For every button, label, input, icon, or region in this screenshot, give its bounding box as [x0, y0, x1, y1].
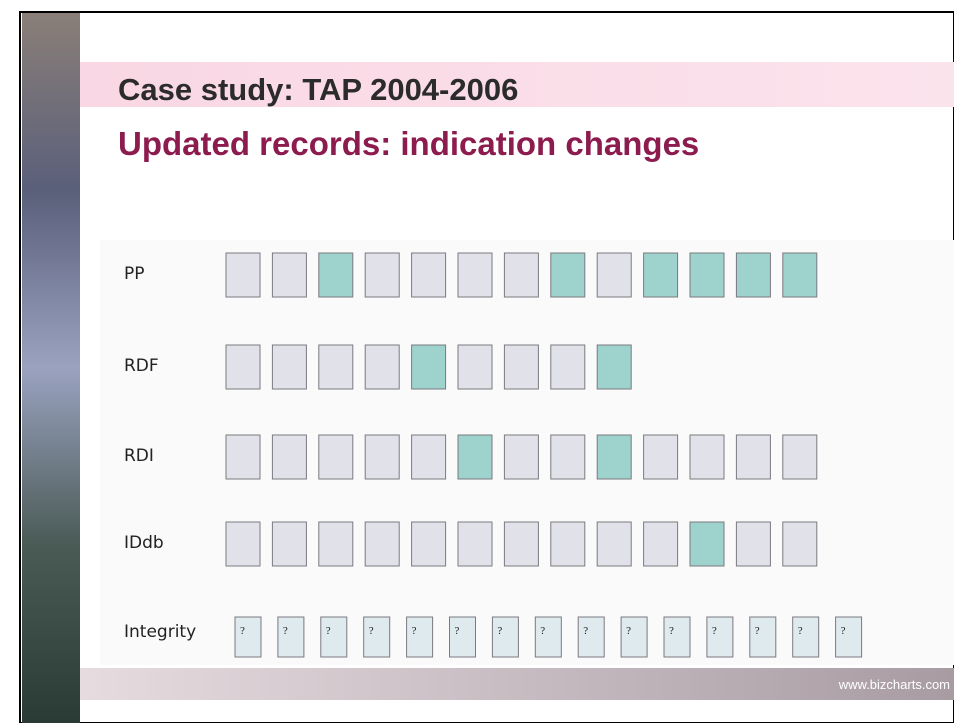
integrity-box [578, 617, 604, 657]
integrity-box [492, 617, 518, 657]
record-box [644, 522, 678, 566]
row-label: RDI [124, 446, 154, 466]
integrity-mark: ? [798, 625, 803, 637]
subtitle: Updated records: indication changes [118, 125, 699, 162]
record-box [504, 435, 538, 479]
record-box [551, 522, 585, 566]
record-box [365, 435, 399, 479]
integrity-mark: ? [369, 625, 374, 637]
integrity-box [235, 617, 261, 657]
integrity-box [750, 617, 776, 657]
integrity-mark: ? [712, 625, 717, 637]
record-box [736, 522, 770, 566]
record-box [412, 345, 446, 389]
record-box [690, 253, 724, 297]
record-box [272, 345, 306, 389]
record-box [504, 345, 538, 389]
slide: Case study: TAP 2004-2006 Updated record… [0, 0, 954, 723]
record-box [504, 522, 538, 566]
record-box [736, 435, 770, 479]
integrity-mark: ? [283, 625, 288, 637]
record-box [644, 253, 678, 297]
record-box [597, 345, 631, 389]
record-box [736, 253, 770, 297]
record-box [551, 345, 585, 389]
integrity-box [407, 617, 433, 657]
record-box [412, 435, 446, 479]
integrity-mark: ? [755, 625, 760, 637]
record-box [365, 522, 399, 566]
record-box [319, 435, 353, 479]
record-box [597, 522, 631, 566]
record-box [319, 522, 353, 566]
side-image [22, 13, 80, 723]
row-label: Integrity [124, 622, 196, 642]
record-box [412, 522, 446, 566]
record-box [690, 435, 724, 479]
integrity-mark: ? [626, 625, 631, 637]
integrity-mark: ? [240, 625, 245, 637]
integrity-mark: ? [497, 625, 502, 637]
record-box [412, 253, 446, 297]
title: Case study: TAP 2004-2006 [118, 72, 518, 107]
record-box [783, 435, 817, 479]
row-label: PP [124, 264, 145, 284]
integrity-box [535, 617, 561, 657]
integrity-box [321, 617, 347, 657]
integrity-mark: ? [326, 625, 331, 637]
record-box [597, 253, 631, 297]
record-box [504, 253, 538, 297]
record-box [272, 253, 306, 297]
integrity-box [707, 617, 733, 657]
integrity-mark: ? [669, 625, 674, 637]
record-box [644, 435, 678, 479]
integrity-mark: ? [412, 625, 417, 637]
integrity-box [621, 617, 647, 657]
record-box [226, 253, 260, 297]
record-box [783, 522, 817, 566]
footer: www.bizcharts.com [838, 677, 950, 692]
record-box [319, 345, 353, 389]
integrity-box [450, 617, 476, 657]
record-box [226, 435, 260, 479]
record-box [458, 345, 492, 389]
record-box [597, 435, 631, 479]
integrity-box [278, 617, 304, 657]
integrity-mark: ? [540, 625, 545, 637]
record-box [226, 522, 260, 566]
record-box [319, 253, 353, 297]
integrity-box [836, 617, 862, 657]
record-box [458, 435, 492, 479]
integrity-mark: ? [455, 625, 460, 637]
integrity-mark: ? [583, 625, 588, 637]
page: Case study: TAP 2004-2006 Updated record… [0, 0, 954, 723]
integrity-box [664, 617, 690, 657]
record-box [365, 253, 399, 297]
row-label: IDdb [124, 533, 164, 553]
record-box [272, 435, 306, 479]
integrity-box [793, 617, 819, 657]
footer-band [80, 668, 954, 700]
integrity-box [364, 617, 390, 657]
record-box [551, 435, 585, 479]
record-box [365, 345, 399, 389]
record-box [272, 522, 306, 566]
row-label: RDF [124, 356, 159, 376]
record-box [458, 522, 492, 566]
record-box [226, 345, 260, 389]
record-box [458, 253, 492, 297]
record-box [690, 522, 724, 566]
record-box [551, 253, 585, 297]
integrity-mark: ? [841, 625, 846, 637]
record-box [783, 253, 817, 297]
